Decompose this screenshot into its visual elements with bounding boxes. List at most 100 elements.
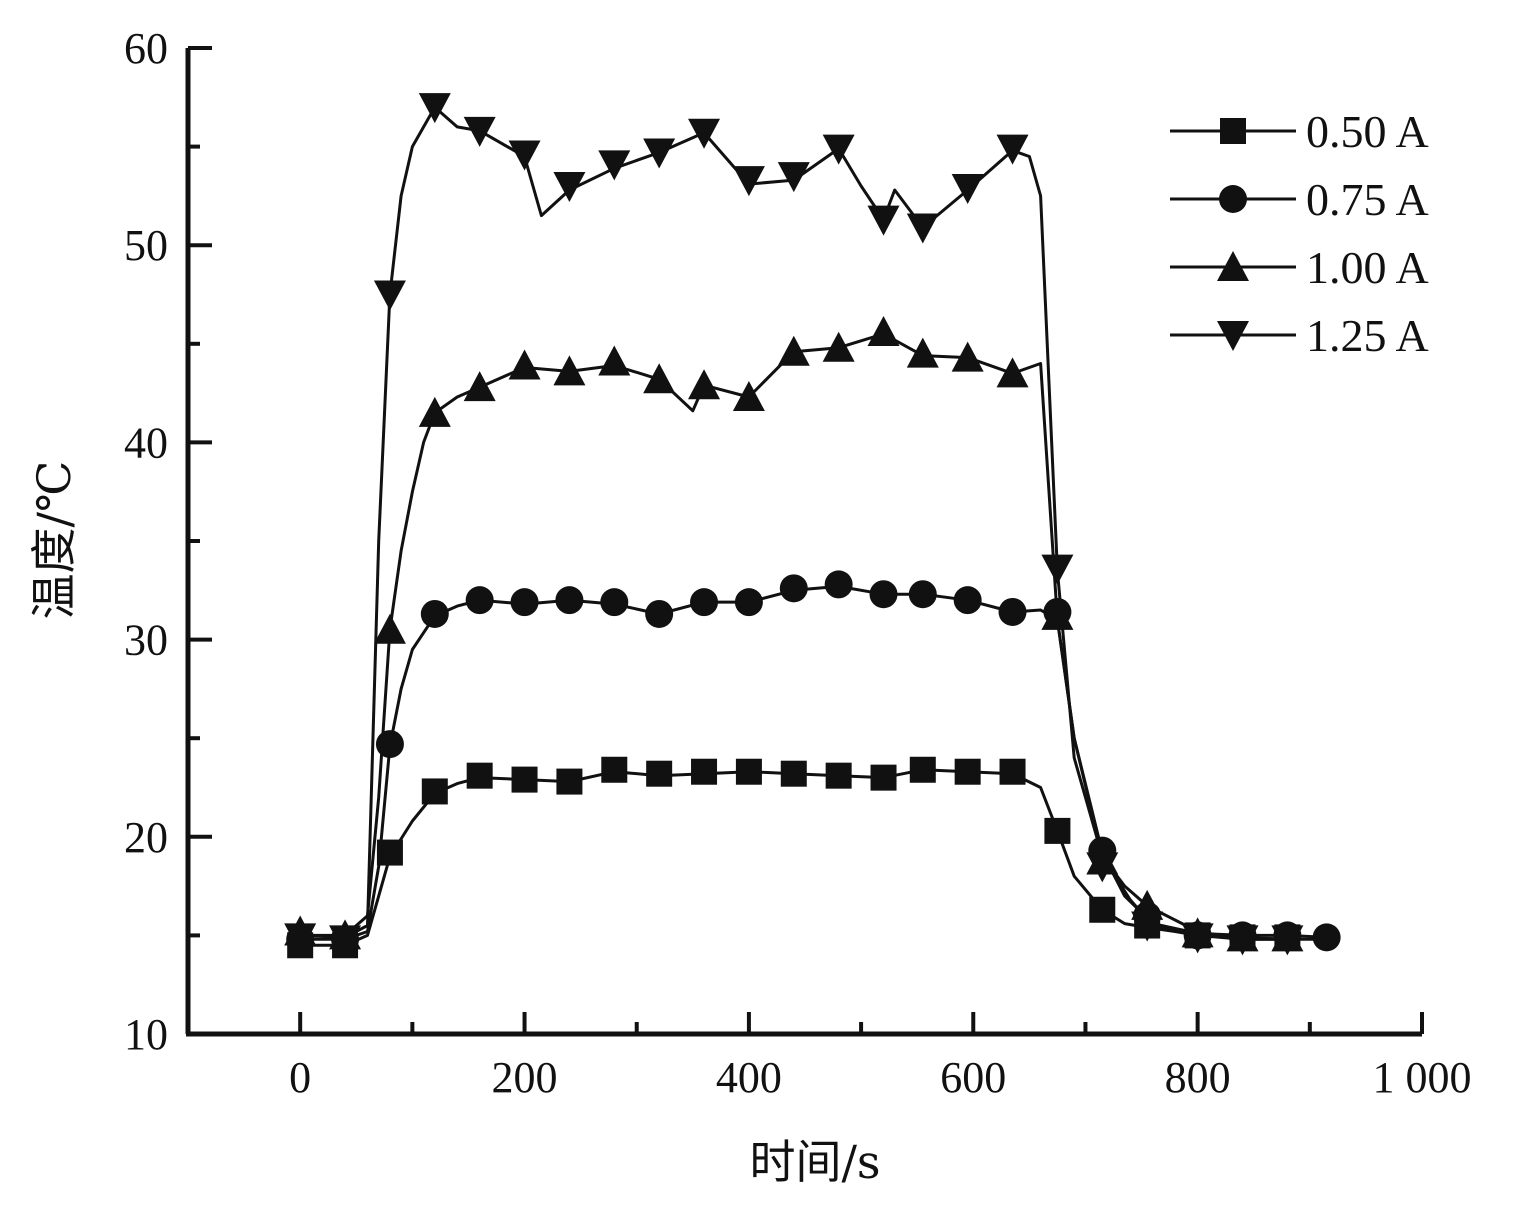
data-point-square: [421, 778, 448, 805]
y-tick-label: 50: [124, 221, 168, 270]
data-point-triangle-up: [1041, 599, 1074, 630]
legend-entry: 0.50 A: [1170, 106, 1429, 157]
data-point-circle: [824, 570, 853, 599]
data-point-square: [1089, 896, 1116, 923]
data-point-circle: [869, 580, 898, 609]
data-point-square: [556, 768, 583, 795]
series-triangle-down: [284, 93, 1304, 956]
data-point-triangle-down: [1226, 925, 1259, 956]
data-point-triangle-down: [598, 150, 631, 181]
data-point-square: [466, 762, 493, 789]
data-point-triangle-up: [688, 369, 721, 400]
plot-series: [284, 93, 1341, 959]
data-point-triangle-down: [822, 134, 855, 165]
data-point-triangle-down: [643, 138, 676, 169]
legend-entry: 1.00 A: [1170, 242, 1429, 293]
legend: 0.50 A 0.75 A 1.00 A 1.25 A: [1170, 106, 1429, 361]
data-point-circle: [645, 599, 674, 628]
data-point-circle: [690, 588, 719, 617]
y-axis-title: 温度/℃: [27, 461, 81, 620]
legend-label: 1.25 A: [1306, 310, 1429, 361]
data-point-square: [999, 758, 1026, 785]
x-axis-title: 时间/s: [749, 1135, 880, 1189]
data-point-triangle-down: [1181, 923, 1214, 954]
x-tick-label: 600: [940, 1053, 1006, 1102]
data-point-triangle-up: [777, 335, 810, 366]
data-point-circle: [779, 574, 808, 603]
data-point-circle: [734, 588, 763, 617]
data-point-triangle-down: [373, 280, 406, 311]
legend-label: 1.00 A: [1306, 242, 1429, 293]
data-point-triangle-up: [553, 355, 586, 386]
data-point-square: [954, 758, 981, 785]
data-point-square: [691, 758, 718, 785]
series-circle: [286, 570, 1341, 954]
data-point-square: [646, 760, 673, 787]
data-point-triangle-up: [418, 396, 451, 427]
legend-entry: 1.25 A: [1170, 310, 1429, 361]
data-point-circle: [420, 599, 449, 628]
data-point-circle: [510, 588, 539, 617]
data-point-triangle-down: [508, 140, 541, 171]
data-point-triangle-down: [867, 205, 900, 236]
data-point-triangle-down: [284, 923, 317, 954]
data-point-square: [735, 758, 762, 785]
data-point-square: [511, 766, 538, 793]
data-point-circle: [555, 586, 584, 615]
data-point-triangle-up: [822, 331, 855, 362]
data-point-circle: [465, 586, 494, 615]
data-point-triangle-up: [508, 349, 541, 380]
data-point-triangle-up: [906, 337, 939, 368]
data-point-triangle-up: [996, 357, 1029, 388]
data-point-square: [870, 764, 897, 791]
data-point-triangle-down: [418, 93, 451, 124]
data-point-triangle-down: [906, 213, 939, 244]
legend-label: 0.50 A: [1306, 106, 1429, 157]
legend-entry: 0.75 A: [1170, 174, 1429, 225]
data-point-triangle-down: [329, 925, 362, 956]
data-point-triangle-down: [951, 174, 984, 205]
data-point-circle: [953, 586, 982, 615]
y-tick-label: 40: [124, 418, 168, 467]
x-tick-label: 800: [1165, 1053, 1231, 1102]
legend-label: 0.75 A: [1306, 174, 1429, 225]
data-point-square: [1044, 817, 1071, 844]
series-line: [300, 105, 1288, 941]
data-point-square: [909, 756, 936, 783]
data-point-triangle-up: [373, 613, 406, 644]
data-point-triangle-up: [951, 341, 984, 372]
y-tick-label: 60: [124, 24, 168, 73]
data-point-triangle-down: [732, 166, 765, 197]
data-point-circle: [1312, 923, 1341, 952]
data-point-circle: [600, 588, 629, 617]
legend-marker-circle: [1219, 185, 1247, 213]
data-point-circle: [908, 580, 937, 609]
data-point-triangle-up: [463, 371, 496, 402]
data-point-triangle-up: [732, 381, 765, 412]
data-point-triangle-down: [688, 118, 721, 149]
x-tick-label: 0: [289, 1053, 311, 1102]
data-point-triangle-up: [598, 345, 631, 376]
data-point-triangle-up: [867, 315, 900, 346]
x-tick-label: 200: [492, 1053, 558, 1102]
data-point-triangle-down: [1271, 925, 1304, 956]
data-point-triangle-down: [463, 116, 496, 147]
series-line: [300, 584, 1327, 941]
data-point-triangle-down: [996, 134, 1029, 165]
data-point-square: [601, 756, 628, 783]
legend-marker-square: [1220, 118, 1246, 144]
series-triangle-up: [284, 315, 1304, 952]
data-point-triangle-down: [1131, 911, 1164, 942]
data-point-square: [825, 762, 852, 789]
y-tick-label: 20: [124, 813, 168, 862]
data-point-triangle-down: [553, 172, 586, 203]
data-point-triangle-up: [643, 363, 676, 394]
x-tick-label: 400: [716, 1053, 782, 1102]
data-point-triangle-down: [1041, 554, 1074, 585]
y-tick-label: 10: [124, 1010, 168, 1059]
y-tick-label: 30: [124, 616, 168, 665]
x-tick-label: 1 000: [1373, 1053, 1472, 1102]
data-point-circle: [998, 597, 1027, 626]
